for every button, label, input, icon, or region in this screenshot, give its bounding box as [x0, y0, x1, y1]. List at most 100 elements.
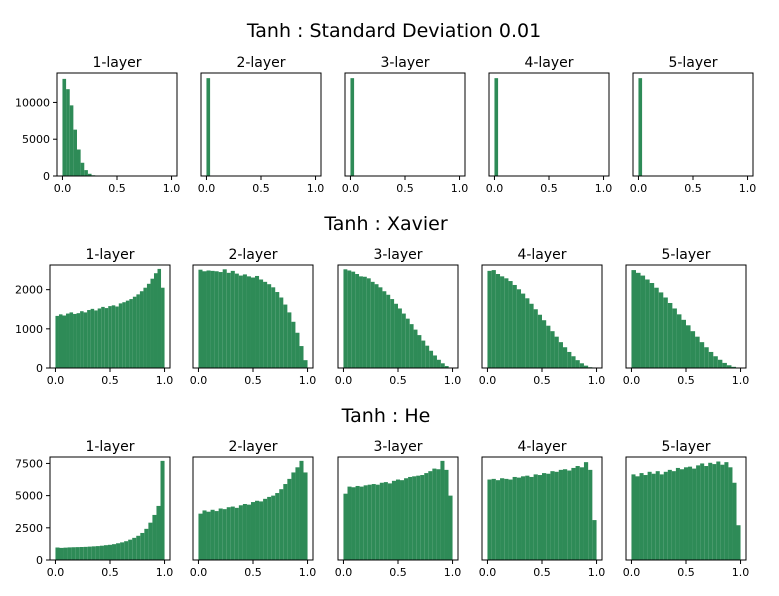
- histogram-bar: [583, 365, 589, 368]
- histogram-bar: [259, 501, 264, 560]
- x-tick-label: 0.0: [623, 566, 641, 579]
- histogram-bar: [287, 312, 292, 368]
- panel-title: 5-layer: [661, 247, 710, 263]
- x-tick-label: 1.0: [307, 182, 325, 195]
- histogram-bar: [722, 362, 727, 368]
- histogram-bar: [638, 78, 643, 176]
- y-tick-label: 2500: [15, 522, 43, 535]
- histogram-bar: [659, 474, 664, 560]
- x-tick-label: 0.5: [677, 566, 695, 579]
- x-tick-label: 0.5: [533, 566, 551, 579]
- panel-3-1: 1-layer 0.0 0.5 1.0 0 2500 5000 7500: [15, 439, 173, 579]
- histogram-bar: [683, 467, 689, 560]
- panel-3-4: 4-layer 0.0 0.5 1.0: [479, 439, 606, 579]
- panel-3-2: 2-layer 0.0 0.5 1.0: [190, 439, 317, 579]
- histogram-bar: [259, 279, 264, 368]
- x-tick-label: 0.5: [101, 374, 119, 387]
- histogram-bar: [667, 469, 672, 560]
- x-tick-label: 1.0: [299, 374, 317, 387]
- histogram-bar: [83, 546, 88, 560]
- x-tick-label: 1.0: [163, 182, 181, 195]
- histogram-bar: [688, 466, 693, 560]
- panel-3-3: 3-layer 0.0 0.5 1.0: [335, 439, 462, 579]
- y-tick-label: 2000: [15, 284, 43, 297]
- y-tick-label: 5000: [15, 490, 43, 503]
- histogram-bar: [371, 484, 376, 560]
- histogram-bar: [696, 465, 701, 560]
- x-tick-label: 0.5: [252, 182, 270, 195]
- histogram-bar: [542, 320, 547, 368]
- panel-title: 1-layer: [85, 439, 134, 455]
- histogram-bar: [206, 511, 211, 560]
- histogram-bar: [732, 482, 737, 560]
- histogram-bar: [295, 467, 300, 560]
- histogram-bar: [491, 270, 496, 368]
- histogram-bar: [631, 474, 636, 560]
- histogram-bar: [421, 340, 426, 368]
- histogram-bar: [731, 366, 736, 368]
- histogram-bar: [283, 304, 288, 368]
- histogram-bar: [400, 480, 405, 560]
- histogram-bar: [255, 500, 260, 560]
- histogram-bar: [728, 467, 733, 560]
- histogram-bar: [717, 359, 723, 368]
- histogram-bar: [76, 313, 81, 368]
- histogram-bar: [579, 467, 584, 560]
- histogram-bar: [359, 276, 363, 368]
- histogram-bar: [275, 292, 280, 368]
- histogram-bar: [238, 275, 243, 368]
- histogram-bar: [146, 283, 151, 368]
- histogram-bar: [124, 541, 129, 560]
- histogram-bar: [690, 331, 696, 368]
- histogram-bar: [433, 355, 437, 368]
- histogram-bar: [436, 469, 441, 560]
- panel-1-4: 4-layer 0.0 0.5 1.0: [486, 55, 613, 195]
- histogram-bar: [359, 486, 364, 560]
- x-tick-label: 1.0: [444, 566, 462, 579]
- histogram-bar: [440, 460, 445, 560]
- histogram-bar: [398, 308, 402, 368]
- histogram-bar: [120, 542, 125, 560]
- panel-2-5: 5-layer 0.0 0.5 1.0: [623, 247, 750, 387]
- histogram-bar: [230, 506, 235, 560]
- panel-title: 5-layer: [668, 55, 717, 71]
- histogram-bar: [99, 545, 104, 560]
- histogram-bar: [575, 466, 580, 560]
- histogram-bar: [132, 537, 137, 560]
- histogram-bar: [128, 539, 133, 560]
- histogram-bar: [80, 162, 85, 176]
- x-tick-label: 0.0: [47, 374, 65, 387]
- histogram-bar: [125, 300, 130, 368]
- histogram-bar: [87, 546, 92, 560]
- histogram-bar: [161, 287, 165, 368]
- histogram-bar: [291, 321, 296, 368]
- histogram-bar: [654, 287, 659, 368]
- histogram-bar: [62, 78, 67, 176]
- histogram-bar: [378, 287, 383, 368]
- panel-frame: [488, 72, 610, 177]
- histogram-bar: [726, 365, 732, 368]
- histogram-bar: [716, 461, 721, 560]
- histogram-bar: [153, 273, 158, 368]
- x-tick-label: 0.0: [486, 182, 504, 195]
- histogram-bar: [645, 279, 650, 368]
- histogram-bar: [157, 268, 162, 368]
- x-tick-label: 1.0: [588, 374, 606, 387]
- histogram-bar: [363, 485, 368, 560]
- histogram-bar: [111, 305, 116, 368]
- histogram-bar: [554, 336, 559, 368]
- histogram-bar: [263, 498, 268, 560]
- histogram-bar: [267, 496, 272, 560]
- histogram-bar: [575, 360, 580, 368]
- histogram-bar: [303, 360, 308, 368]
- histogram-bar: [374, 284, 379, 368]
- histogram-bar: [202, 510, 207, 560]
- histogram-bar: [160, 460, 165, 560]
- histogram-bar: [405, 318, 410, 368]
- histogram-bar: [537, 314, 542, 368]
- histogram-bar: [198, 269, 203, 368]
- histogram-bar: [238, 505, 243, 560]
- panel-title: 1-layer: [92, 55, 141, 71]
- histogram-bar: [283, 484, 288, 560]
- x-tick-label: 0.0: [190, 566, 208, 579]
